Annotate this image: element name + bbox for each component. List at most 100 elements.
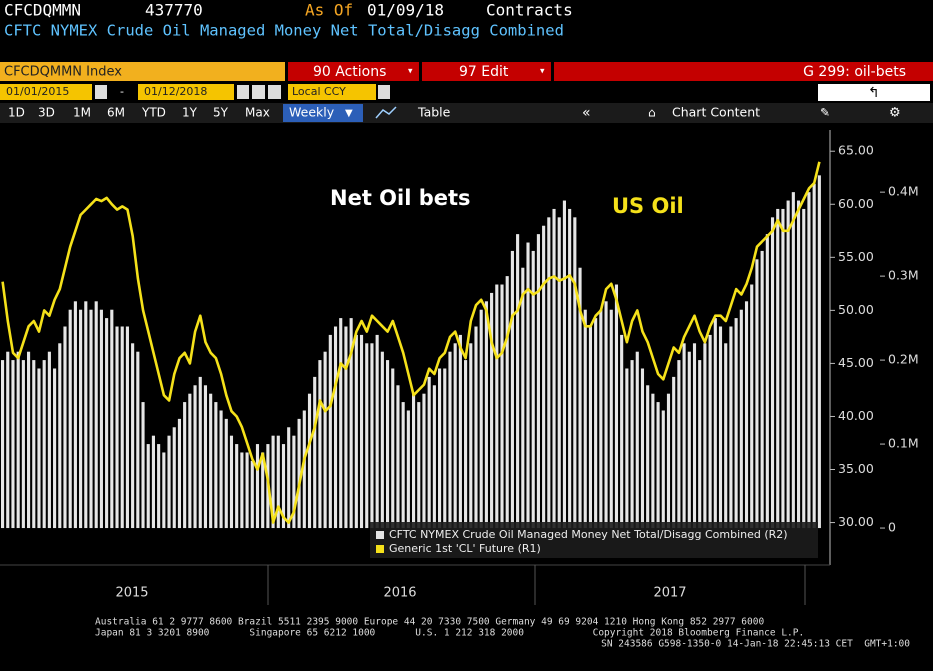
period-button[interactable]: 1Y bbox=[182, 106, 198, 120]
y-tick-label: 55.00 bbox=[838, 249, 874, 264]
chart-content-button[interactable]: Chart Content bbox=[672, 105, 760, 120]
bar bbox=[365, 343, 369, 529]
bar bbox=[115, 326, 119, 529]
currency-dropdown[interactable] bbox=[378, 85, 390, 99]
y2-tick-label: 0.4M bbox=[888, 184, 919, 199]
period-button[interactable]: 1D bbox=[8, 106, 25, 120]
function-bar bbox=[554, 62, 933, 81]
end-date-field[interactable] bbox=[138, 84, 234, 100]
bar bbox=[661, 410, 665, 529]
bar bbox=[219, 410, 223, 529]
start-date: 01/01/2015 bbox=[6, 85, 69, 98]
back-arrow: ↰ bbox=[868, 85, 880, 101]
bar bbox=[261, 452, 265, 529]
bar bbox=[255, 444, 260, 529]
bar bbox=[396, 385, 400, 529]
bar bbox=[802, 208, 806, 529]
bar bbox=[536, 234, 540, 529]
bar bbox=[412, 393, 416, 529]
bar bbox=[63, 326, 67, 529]
bar bbox=[812, 183, 816, 529]
period-button[interactable]: 1M bbox=[73, 106, 91, 120]
as-of-label: As Of bbox=[305, 1, 353, 20]
bar bbox=[750, 284, 754, 529]
bar bbox=[183, 402, 187, 529]
currency-field[interactable] bbox=[288, 84, 376, 100]
table-button[interactable]: Table bbox=[417, 105, 451, 120]
bar bbox=[79, 309, 83, 529]
bar bbox=[817, 175, 821, 529]
bar bbox=[120, 326, 124, 529]
bar bbox=[432, 385, 436, 529]
bar bbox=[677, 360, 681, 529]
security-field[interactable] bbox=[0, 62, 285, 81]
bar bbox=[547, 217, 551, 529]
actions: 90 Actions bbox=[313, 64, 386, 80]
bar bbox=[583, 309, 587, 529]
bar bbox=[276, 435, 280, 529]
settings-icon[interactable]: ⚙ bbox=[889, 106, 901, 121]
bar bbox=[656, 402, 660, 529]
bar bbox=[318, 360, 322, 529]
bar bbox=[422, 393, 426, 529]
bar bbox=[630, 360, 634, 529]
footer-line: Australia 61 2 9777 8600 Brazil 5511 239… bbox=[95, 617, 764, 628]
period-button[interactable]: 5Y bbox=[213, 106, 229, 120]
legend-label: Generic 1st 'CL' Future (R1) bbox=[389, 542, 541, 555]
edit-icon[interactable]: ✎ bbox=[820, 106, 830, 120]
period-button[interactable]: YTD bbox=[141, 106, 166, 120]
bar bbox=[682, 343, 686, 529]
period-button[interactable]: Max bbox=[245, 106, 270, 120]
bar bbox=[500, 284, 504, 529]
security: CFCDQMMN Index bbox=[4, 65, 122, 80]
edit: 97 Edit bbox=[459, 64, 509, 80]
bar bbox=[297, 418, 301, 529]
bar bbox=[744, 301, 749, 529]
bar bbox=[354, 334, 358, 529]
bar bbox=[344, 326, 348, 529]
y2-tick-label: 0.3M bbox=[888, 268, 919, 283]
frequency-button[interactable] bbox=[283, 104, 363, 122]
prev-button[interactable] bbox=[252, 85, 265, 99]
bar bbox=[464, 360, 468, 529]
bar bbox=[505, 276, 509, 529]
bar bbox=[417, 402, 421, 529]
bar bbox=[484, 301, 488, 529]
bar bbox=[229, 435, 234, 529]
function: G 299: oil-bets bbox=[803, 64, 906, 80]
bar bbox=[578, 267, 582, 529]
bar bbox=[245, 452, 249, 529]
period-button[interactable]: 3D bbox=[38, 106, 55, 120]
period-button[interactable]: 6M bbox=[107, 106, 125, 120]
next-button[interactable] bbox=[268, 85, 281, 99]
bar bbox=[760, 250, 764, 529]
edit-button[interactable] bbox=[422, 62, 551, 81]
actions-button[interactable] bbox=[288, 62, 419, 81]
back-button[interactable] bbox=[818, 84, 930, 101]
bar bbox=[21, 360, 25, 529]
bar bbox=[406, 410, 410, 529]
bar bbox=[526, 242, 530, 529]
calendar-icon[interactable] bbox=[237, 85, 249, 99]
collapse-button[interactable]: « bbox=[582, 105, 591, 121]
bar bbox=[177, 418, 182, 529]
bar bbox=[370, 343, 374, 529]
bar bbox=[521, 267, 525, 529]
start-date-field[interactable] bbox=[0, 84, 92, 100]
bar bbox=[136, 351, 140, 529]
end-date: 01/12/2018 bbox=[144, 85, 207, 98]
description: CFTC NYMEX Crude Oil Managed Money Net T… bbox=[4, 22, 564, 40]
bar bbox=[604, 301, 608, 529]
bar bbox=[110, 309, 114, 529]
bar bbox=[490, 292, 494, 529]
bar bbox=[666, 393, 671, 529]
line bbox=[1, 161, 821, 524]
calendar-icon[interactable] bbox=[95, 85, 107, 99]
y2-tick-label: 0.1M bbox=[888, 436, 919, 451]
bar bbox=[224, 418, 228, 529]
bar bbox=[807, 192, 811, 529]
chart-icon[interactable] bbox=[375, 106, 397, 119]
bar bbox=[438, 368, 442, 529]
bar bbox=[188, 393, 192, 529]
x-tick-label: 2017 bbox=[653, 586, 686, 601]
